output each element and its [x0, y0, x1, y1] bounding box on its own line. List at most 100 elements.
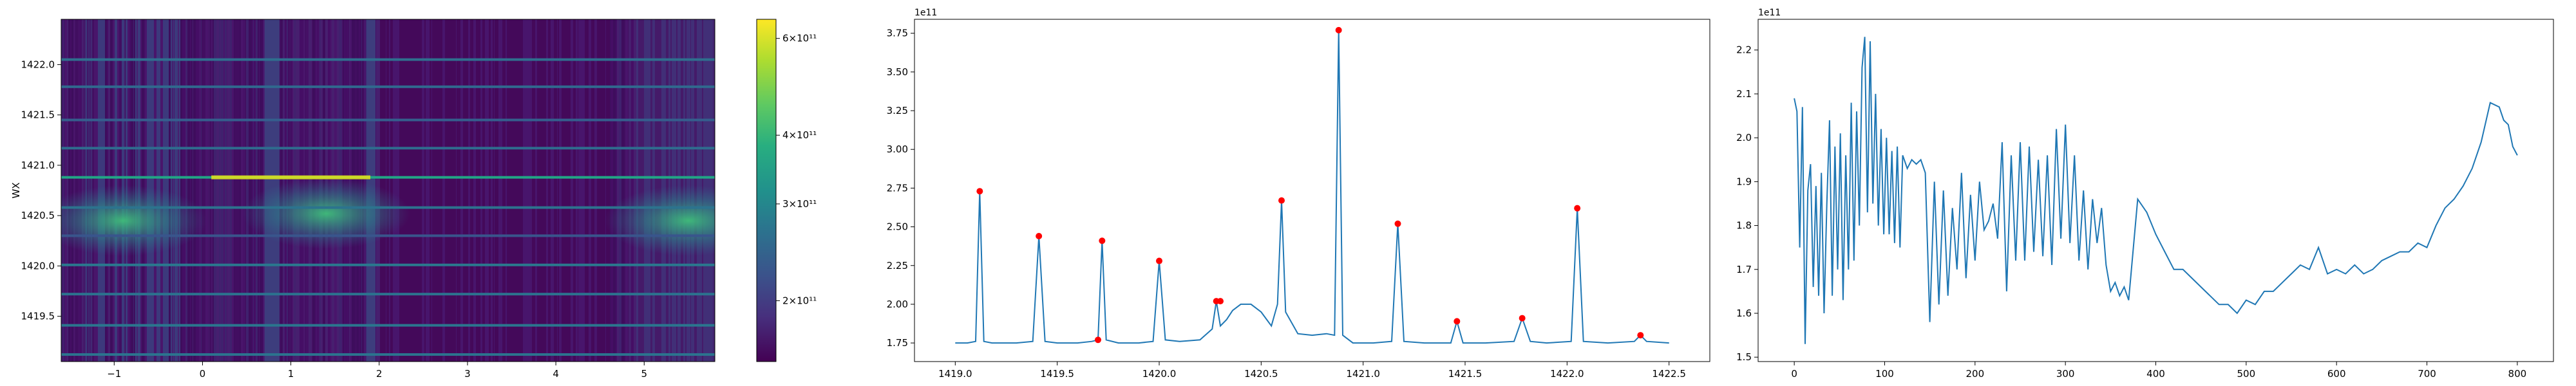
heatmap-column [643, 19, 644, 362]
heatmap-column [220, 19, 221, 362]
heatmap-column [416, 19, 419, 362]
heatmap-column [254, 19, 256, 362]
heatmap-column [173, 19, 174, 362]
heatmap-column [390, 19, 393, 362]
heatmap-column [491, 19, 493, 362]
peaks-line-chart: 1e11 1419.0 1419.5 1420.0 1420.5 1421.0 1421.… [887, 8, 1710, 380]
peaks-axes: 1419.0 1419.5 1420.0 1420.5 1421.0 1421.5 1422… [887, 28, 1686, 380]
heatmap-column [476, 19, 478, 362]
heatmap-column [214, 19, 216, 362]
heatmap-column [424, 19, 426, 362]
heatmap-column [167, 19, 169, 362]
spectrum-y-tick-label: 1.5 [1736, 351, 1752, 363]
heatmap-column [223, 19, 225, 362]
spectrum-x-tick-label: 0 [1791, 368, 1797, 380]
heatmap-column [232, 19, 234, 362]
heatmap-glow-spot [242, 178, 410, 249]
heatmap-column [211, 19, 213, 362]
heatmap-column [519, 19, 522, 362]
heatmap-frame [61, 19, 715, 362]
heatmap-bright-band [211, 175, 371, 179]
heatmap-column [241, 19, 243, 362]
heatmap-column [546, 19, 548, 362]
heatmap-column [542, 19, 544, 362]
peaks-x-tick-label: 1422.0 [1550, 368, 1584, 380]
heatmap-horizontal-line [61, 58, 715, 61]
heatmap-column [586, 19, 589, 362]
heatmap-column [458, 19, 460, 362]
heatmap-column [591, 19, 592, 362]
heatmap-column [420, 19, 422, 362]
heatmap-column [240, 19, 241, 362]
heatmap-colorbar: 2×10¹¹ 3×10¹¹ 4×10¹¹ 6×10¹¹ [756, 19, 817, 362]
heatmap-column [567, 19, 568, 362]
heatmap-column [249, 19, 251, 362]
colorbar-tick-label: 6×10¹¹ [782, 33, 817, 44]
heatmap-column [225, 19, 227, 362]
heatmap-column [246, 19, 249, 362]
heatmap-column [62, 19, 63, 362]
heatmap-column [191, 19, 193, 362]
heatmap-column [576, 19, 578, 362]
heatmap-column [174, 19, 175, 362]
heatmap-column [616, 19, 617, 362]
peaks-plot-area [955, 26, 1669, 344]
heatmap-column [397, 19, 399, 362]
heatmap-column [509, 19, 511, 362]
heatmap-column [256, 19, 258, 362]
peaks-offset-label: 1e11 [914, 8, 937, 18]
spectrum-x-tick-label: 100 [1875, 368, 1894, 380]
heatmap-column [201, 19, 202, 362]
heatmap-column [610, 19, 611, 362]
heatmap-column [67, 19, 68, 362]
heatmap-column [625, 19, 628, 362]
heatmap-column [190, 19, 191, 362]
peak-marker [1278, 197, 1285, 204]
heatmap-column [511, 19, 512, 362]
heatmap-column [412, 19, 414, 362]
heatmap-column [199, 19, 201, 362]
heatmap-x-tick-label: −1 [107, 368, 121, 380]
heatmap-column [605, 19, 606, 362]
peak-marker [1394, 220, 1401, 227]
heatmap-column [252, 19, 253, 362]
heatmap-column [613, 19, 616, 362]
heatmap-column [515, 19, 516, 362]
heatmap-column [186, 19, 187, 362]
heatmap-column [172, 19, 173, 362]
heatmap-column [495, 19, 496, 362]
peaks-y-tick-label: 3.00 [887, 143, 908, 155]
heatmap-column [621, 19, 624, 362]
heatmap-column [617, 19, 618, 362]
heatmap-column [534, 19, 535, 362]
heatmap-column [500, 19, 502, 362]
heatmap-column [594, 19, 596, 362]
heatmap-column [216, 19, 219, 362]
peak-marker [1637, 332, 1644, 339]
heatmap-column [238, 19, 240, 362]
heatmap-column [76, 19, 79, 362]
peaks-x-tick-label: 1420.5 [1244, 368, 1278, 380]
heatmap-column [68, 19, 70, 362]
peak-marker [1217, 298, 1224, 305]
heatmap-column [258, 19, 259, 362]
heatmap-column [219, 19, 220, 362]
heatmap-column [557, 19, 558, 362]
heatmap-column [70, 19, 71, 362]
heatmap-column [401, 19, 404, 362]
heatmap-y-tick-label: 1420.5 [21, 210, 55, 221]
heatmap-column [597, 19, 600, 362]
heatmap-column [618, 19, 619, 362]
heatmap-column [221, 19, 223, 362]
heatmap-column [185, 19, 186, 362]
heatmap-column [230, 19, 232, 362]
heatmap-column [395, 19, 397, 362]
heatmap-column [466, 19, 468, 362]
heatmap-column [409, 19, 410, 362]
heatmap-column [227, 19, 230, 362]
heatmap-glow-spot [604, 185, 715, 256]
heatmap-column [545, 19, 546, 362]
heatmap-column [404, 19, 405, 362]
heatmap-column [632, 19, 634, 362]
heatmap-horizontal-line [61, 206, 715, 209]
